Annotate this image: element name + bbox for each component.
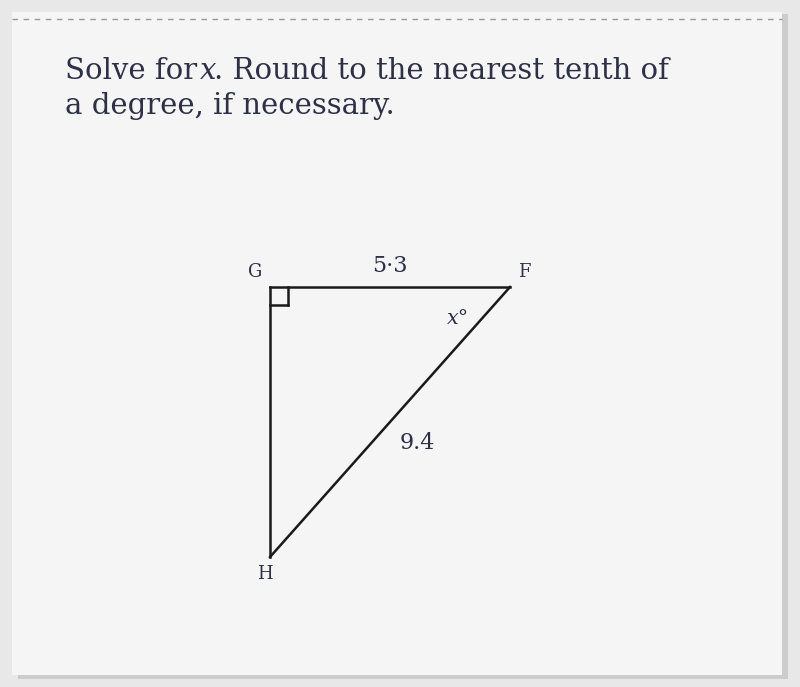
FancyBboxPatch shape [12, 12, 782, 675]
Text: . Round to the nearest tenth of: . Round to the nearest tenth of [214, 57, 669, 85]
Text: x°: x° [447, 309, 469, 328]
FancyBboxPatch shape [18, 14, 788, 679]
Text: G: G [248, 263, 262, 281]
Text: x: x [200, 57, 216, 85]
Text: H: H [257, 565, 273, 583]
Text: a degree, if necessary.: a degree, if necessary. [65, 92, 394, 120]
Text: 5·3: 5·3 [372, 255, 408, 277]
Text: F: F [518, 263, 530, 281]
Text: 9.4: 9.4 [400, 432, 435, 454]
Text: Solve for: Solve for [65, 57, 206, 85]
